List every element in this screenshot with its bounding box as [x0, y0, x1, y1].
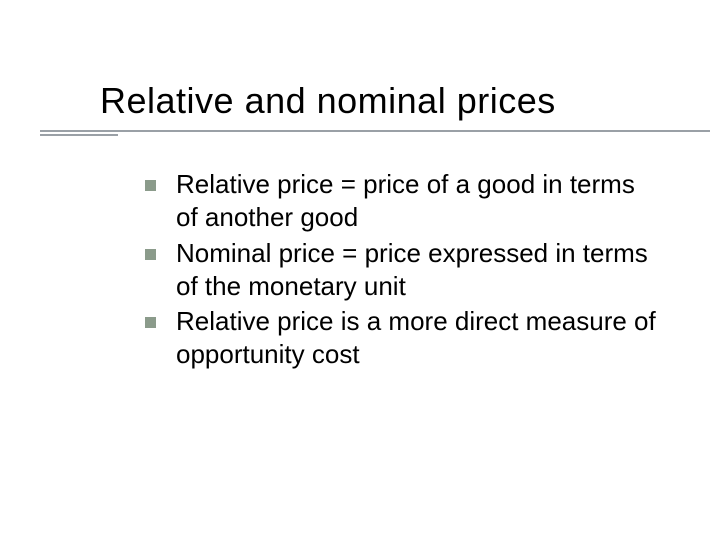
slide-title: Relative and nominal prices: [100, 80, 670, 122]
slide: Relative and nominal prices Relative pri…: [0, 0, 720, 540]
title-wrap: Relative and nominal prices: [100, 80, 670, 128]
list-item: Relative price is a more direct measure …: [145, 305, 660, 372]
square-bullet-icon: [145, 180, 156, 191]
list-item: Nominal price = price expressed in terms…: [145, 237, 660, 304]
square-bullet-icon: [145, 249, 156, 260]
bullet-text: Nominal price = price expressed in terms…: [176, 237, 660, 304]
bullet-text: Relative price = price of a good in term…: [176, 168, 660, 235]
bullet-list: Relative price = price of a good in term…: [145, 168, 660, 372]
list-item: Relative price = price of a good in term…: [145, 168, 660, 235]
square-bullet-icon: [145, 317, 156, 328]
underline-short: [40, 134, 118, 136]
underline-long: [40, 130, 710, 132]
title-underline: [40, 130, 710, 136]
bullet-text: Relative price is a more direct measure …: [176, 305, 660, 372]
